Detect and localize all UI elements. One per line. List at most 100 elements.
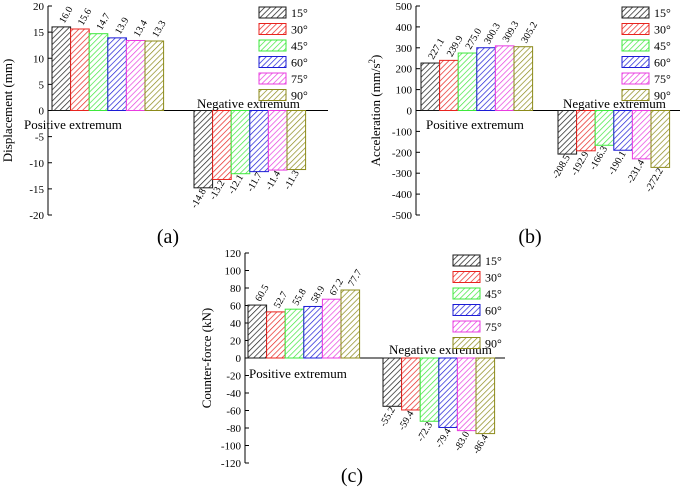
legend-swatch (258, 72, 287, 85)
legend-entry-label: 15° (654, 6, 671, 20)
y-tick-label: -120 (221, 458, 242, 470)
legend: 15° 30° 45° 60° 75° 90° (258, 6, 308, 103)
bar-positive-6 (513, 46, 534, 111)
legend-swatch (621, 89, 650, 101)
legend-swatch (258, 23, 287, 35)
panel-label: (b) (518, 226, 541, 248)
y-tick-label: -300 (392, 168, 413, 180)
y-tick-label: 80 (230, 283, 242, 295)
y-tick-label: 200 (396, 64, 413, 76)
group-label-positive: Positive extremum (24, 117, 122, 132)
panel-label: (a) (157, 226, 179, 248)
chart-panel-3: -120 -100 -80 -60 -40 -20 0 20 40 60 80 100 120 Count… (199, 248, 505, 487)
bar-negative-1 (557, 110, 578, 155)
y-tick-label: -5 (35, 132, 45, 144)
value-label: 77.7 (346, 268, 364, 289)
value-label: 13.9 (113, 16, 131, 37)
group-label-positive: Positive extremum (249, 366, 347, 381)
bar-negative-5 (456, 357, 477, 432)
y-tick-label: 300 (396, 43, 413, 55)
legend-entry-label: 45° (654, 39, 671, 53)
y-tick-label: -20 (226, 371, 241, 383)
chart-panel-1: -20 -15 -10 -5 0 5 10 15 20 Displacement (mm) 16.0… (0, 1, 328, 248)
value-label: 309.3 (501, 19, 522, 44)
value-label: -231.4 (625, 158, 647, 186)
y-tick-label: 400 (396, 22, 413, 34)
bar-negative-6 (286, 110, 307, 171)
bar-negative-3 (419, 357, 440, 422)
value-label: -11.3 (282, 169, 302, 192)
legend-entry-label: 90° (654, 89, 671, 103)
y-tick-label: -80 (226, 423, 241, 435)
bar-positive-1 (420, 62, 441, 111)
value-label: 13.4 (132, 18, 150, 39)
legend-entry-label: 45° (485, 287, 502, 301)
value-label: -72.3 (415, 420, 435, 444)
value-label: -14.8 (189, 187, 209, 211)
y-axis-title-text: Acceleration (mm/s (368, 63, 383, 166)
value-label: 305.2 (519, 20, 540, 45)
bar-negative-2 (212, 110, 232, 180)
y-tick-label: -100 (221, 441, 242, 453)
legend-swatch (258, 39, 287, 52)
value-label: -208.5 (550, 153, 572, 181)
y-tick-label: 120 (225, 248, 242, 260)
value-label: 14.7 (95, 12, 113, 33)
bar-positive-3 (284, 308, 305, 359)
legend: 15° 30° 45° 60° 75° 90° (452, 254, 502, 351)
y-tick-label: 500 (396, 1, 413, 13)
y-tick-label: 15 (33, 27, 45, 39)
bar-positive-5 (321, 298, 342, 359)
bar-negative-5 (267, 110, 288, 171)
y-axis-title-text: Displacement (mm) (0, 59, 15, 163)
y-tick-label: 60 (230, 301, 242, 313)
bar-positive-3 (457, 52, 478, 111)
value-label: -190.1 (606, 149, 628, 177)
panel-label: (c) (341, 465, 363, 487)
bar-negative-4 (249, 110, 269, 173)
value-label: 227.1 (426, 37, 447, 62)
legend-swatch (258, 89, 287, 101)
y-tick-label: 20 (33, 1, 45, 13)
value-label: 60.5 (253, 283, 271, 304)
y-axis-title-close: ) (368, 55, 383, 59)
legend-swatch (452, 304, 481, 316)
legend-entry-label: 75° (485, 320, 502, 334)
value-label: 52.7 (272, 290, 290, 311)
legend-swatch (258, 56, 287, 68)
group-label-negative: Negative extremum (563, 96, 666, 111)
value-label: -86.4 (471, 433, 491, 457)
group-label-positive: Positive extremum (426, 117, 524, 132)
y-tick-label: 0 (39, 106, 45, 118)
y-tick-label: -10 (29, 158, 44, 170)
y-axis-title: Acceleration (mm/s2) (367, 55, 383, 167)
y-tick-label: -400 (392, 189, 413, 201)
legend-swatch (621, 56, 650, 68)
legend-entry-label: 45° (291, 39, 308, 53)
y-tick-label: -15 (29, 184, 44, 196)
legend-swatch (452, 254, 481, 267)
y-tick-label: 40 (230, 318, 242, 330)
legend-swatch (452, 337, 481, 349)
value-label: -59.4 (397, 409, 417, 433)
bar-positive-4 (476, 47, 496, 111)
value-label: -11.4 (264, 169, 284, 192)
legend-entry-label: 30° (291, 23, 308, 37)
bar-positive-5 (125, 39, 146, 111)
bar-positive-4 (303, 305, 323, 359)
legend-entry-label: 60° (485, 304, 502, 318)
legend-swatch (258, 6, 287, 19)
bar-positive-2 (439, 59, 459, 111)
bar-negative-1 (193, 110, 214, 189)
value-label: -55.2 (378, 405, 398, 429)
bar-negative-6 (475, 357, 496, 435)
bar-positive-2 (266, 311, 286, 359)
legend-entry-label: 30° (485, 271, 502, 285)
legend-entry-label: 90° (485, 337, 502, 351)
y-tick-label: 100 (396, 85, 413, 97)
bar-negative-2 (576, 110, 596, 152)
y-tick-label: 20 (230, 336, 242, 348)
y-axis-title: Displacement (mm) (0, 59, 15, 163)
y-tick-label: 100 (225, 266, 242, 278)
